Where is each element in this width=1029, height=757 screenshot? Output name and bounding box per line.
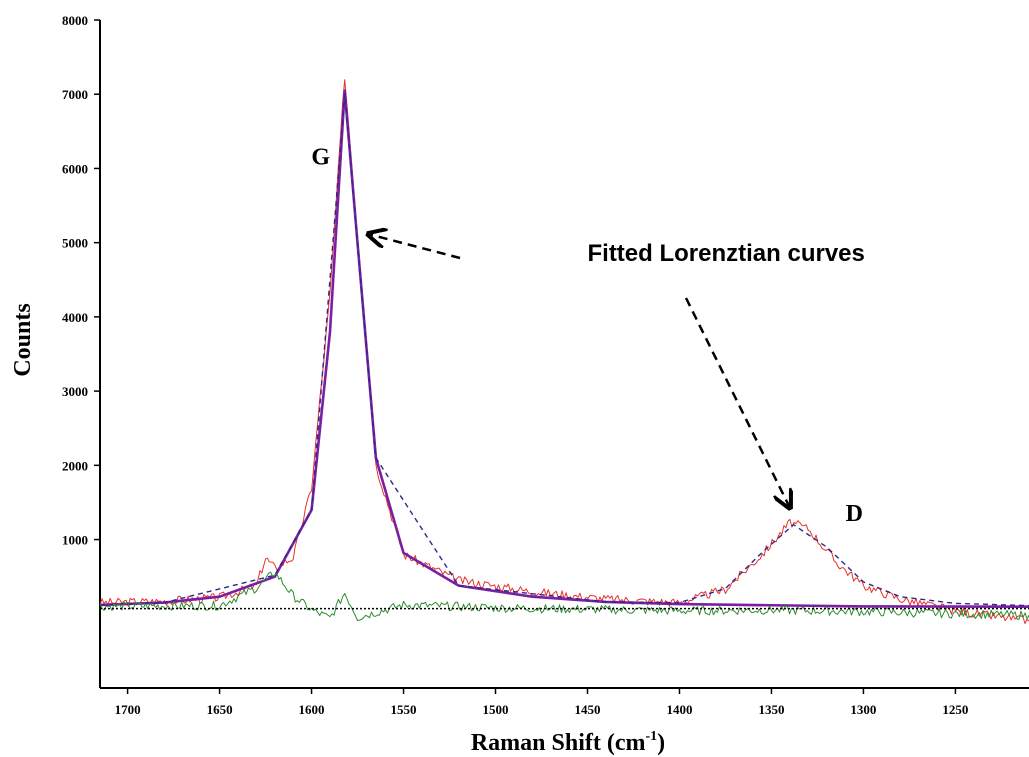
x-tick-label: 1250 [942,702,968,717]
y-tick-label: 3000 [62,384,88,399]
arrow-to-g-peak [368,234,461,260]
y-tick-label: 8000 [62,13,88,28]
x-axis-title-main: Raman Shift (cm [471,730,646,756]
x-tick-label: 1300 [850,702,876,717]
x-axis-title-close: ) [657,730,665,756]
x-axis-title: Raman Shift (cm-1) [471,729,665,756]
x-tick-label: 1450 [574,702,600,717]
y-tick-label: 4000 [62,310,88,325]
annotation-d-peak-label: D [846,501,863,527]
x-tick-label: 1600 [299,702,325,717]
x-tick-label: 1700 [115,702,141,717]
y-tick-label: 5000 [62,236,88,251]
x-axis-title-superscript: -1 [645,729,657,744]
y-tick-label: 1000 [62,533,88,548]
y-tick-label: 6000 [62,161,88,176]
series-layer [99,79,1029,624]
series-line-0 [99,79,1029,624]
series-line-2 [99,93,1029,607]
series-line-3 [99,571,1029,621]
y-tick-label: 7000 [62,87,88,102]
x-tick-label: 1650 [207,702,233,717]
series-line-1 [99,89,1029,609]
x-tick-label: 1400 [666,702,692,717]
x-tick-label: 1500 [483,702,509,717]
y-tick-label: 2000 [62,458,88,473]
axes: 1000 2000 3000 4000 5000 6000 7000 8000 1700 1650… [62,13,1029,717]
annotation-g-peak-label: G [311,145,330,171]
arrow-to-d-peak [684,297,790,508]
x-tick-label: 1550 [391,702,417,717]
annotation-fitted-label: Fitted Lorenztian curves [587,240,864,267]
annotations: G D Fitted Lorenztian curves [311,145,864,527]
x-tick-label: 1350 [758,702,784,717]
y-axis-title: Counts [10,303,36,376]
